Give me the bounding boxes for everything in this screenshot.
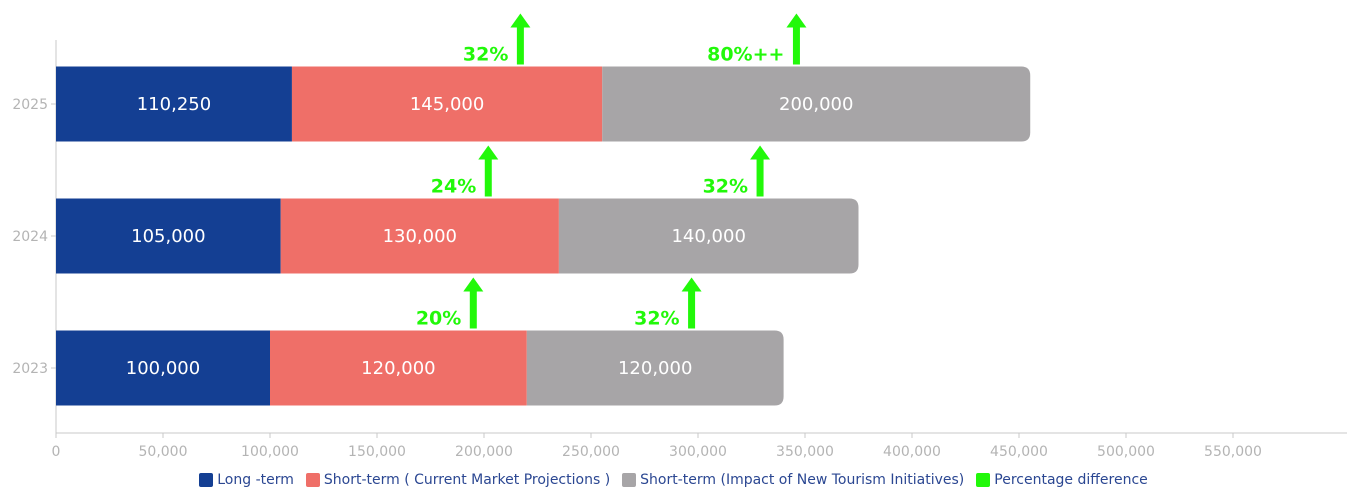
legend-label-short-term-market: Short-term ( Current Market Projections …	[323, 472, 611, 488]
percentage-arrow-shaft	[792, 26, 800, 65]
percentage-arrow-head	[750, 145, 771, 160]
bar-value-label: 120,000	[618, 358, 692, 379]
x-tick-label: 100,000	[241, 444, 299, 460]
x-tick-label: 550,000	[1204, 444, 1262, 460]
legend-swatch-long-term	[199, 473, 214, 487]
percentage-arrow	[510, 13, 531, 65]
legend-label-short-term-tourism: Short-term (Impact of New Tourism Initia…	[640, 472, 965, 488]
bar-value-label: 145,000	[410, 94, 484, 115]
bar-value-label: 100,000	[126, 358, 200, 379]
percentage-arrow-shaft	[516, 26, 524, 65]
legend-item-percentage-difference[interactable]: Percentage difference	[976, 472, 1148, 488]
bar-2024-short-term-current-market-projections[interactable]	[280, 198, 559, 274]
legend-item-long-term[interactable]: Long -term	[199, 472, 294, 488]
percentage-label: 32%	[703, 176, 748, 198]
percentage-arrow	[478, 145, 499, 197]
legend-label-percentage-difference: Percentage difference	[994, 472, 1148, 488]
bar-value-label: 110,250	[137, 94, 211, 115]
legend-item-short-term-market[interactable]: Short-term ( Current Market Projections …	[305, 472, 611, 488]
percentage-label: 32%	[463, 44, 508, 66]
percentage-arrow-shaft	[756, 158, 764, 197]
bar-2023-short-term-current-market-projections[interactable]	[270, 330, 527, 406]
bar-value-label: 120,000	[361, 358, 435, 379]
x-tick-label: 300,000	[669, 444, 727, 460]
y-tick-label: 2025	[12, 97, 48, 113]
bar-2025-short-term-current-market-projections[interactable]	[291, 66, 603, 142]
percentage-arrow-head	[478, 145, 499, 160]
percentage-arrow	[750, 145, 771, 197]
percentage-label: 80%++	[707, 44, 784, 66]
x-tick-label: 150,000	[348, 444, 406, 460]
percentage-arrow-head	[510, 13, 531, 28]
bar-value-label: 140,000	[671, 226, 745, 247]
bar-2025-short-term-impact-of-new-tourism-initiatives[interactable]	[602, 66, 1031, 142]
percentage-label: 32%	[634, 308, 679, 330]
bar-2024-short-term-impact-of-new-tourism-initiatives[interactable]	[558, 198, 859, 274]
bar-value-label: 130,000	[383, 226, 457, 247]
percentage-arrow-shaft	[484, 158, 492, 197]
x-tick-label: 450,000	[990, 444, 1048, 460]
bar-2023-short-term-impact-of-new-tourism-initiatives[interactable]	[526, 330, 784, 406]
legend-swatch-short-term-tourism	[622, 473, 637, 487]
bar-value-label: 105,000	[131, 226, 205, 247]
percentage-arrow-shaft	[469, 290, 477, 329]
percentage-label: 20%	[416, 308, 461, 330]
x-tick-label: 250,000	[562, 444, 620, 460]
legend-swatch-percentage-difference	[976, 473, 991, 487]
bar-2024-long-term[interactable]	[56, 198, 281, 274]
percentage-arrow	[681, 277, 702, 329]
percentage-arrow-head	[786, 13, 807, 28]
legend-label-long-term: Long -term	[217, 472, 294, 488]
x-tick-label: 0	[52, 444, 61, 460]
x-tick-label: 500,000	[1097, 444, 1155, 460]
bar-2023-long-term[interactable]	[56, 330, 270, 406]
y-tick-label: 2023	[12, 361, 48, 377]
chart-plot: 0 50,000 100,000 150,000 200,000 250,000 300,0…	[12, 13, 1347, 460]
x-tick-label: 200,000	[455, 444, 513, 460]
bar-2025-long-term[interactable]	[56, 66, 292, 142]
chart-legend: Long -term Short-term ( Current Market P…	[0, 468, 1347, 492]
bar-value-label: 200,000	[779, 94, 853, 115]
percentage-arrow	[463, 277, 484, 329]
y-tick-label: 2024	[12, 229, 48, 245]
percentage-arrow-shaft	[688, 290, 696, 329]
x-tick-label: 350,000	[776, 444, 834, 460]
legend-item-short-term-tourism[interactable]: Short-term (Impact of New Tourism Initia…	[622, 472, 964, 488]
percentage-arrow-head	[681, 277, 702, 292]
legend-swatch-short-term-market	[305, 473, 320, 487]
x-tick-label: 400,000	[883, 444, 941, 460]
percentage-arrow	[786, 13, 807, 65]
x-tick-label: 50,000	[139, 444, 188, 460]
percentage-arrow-head	[463, 277, 484, 292]
percentage-label: 24%	[431, 176, 476, 198]
